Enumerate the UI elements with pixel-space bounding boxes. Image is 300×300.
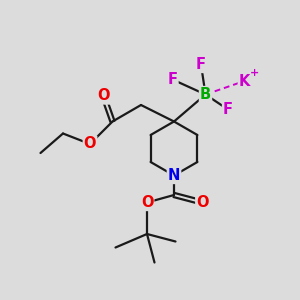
Text: N: N <box>168 168 180 183</box>
Text: O: O <box>97 88 110 104</box>
Text: O: O <box>141 195 153 210</box>
Text: O: O <box>196 195 209 210</box>
Text: K: K <box>239 74 250 88</box>
Text: +: + <box>250 68 259 78</box>
Text: F: F <box>223 102 233 117</box>
Text: F: F <box>167 72 178 87</box>
Text: B: B <box>200 87 211 102</box>
Text: F: F <box>196 57 206 72</box>
Text: O: O <box>84 136 96 152</box>
